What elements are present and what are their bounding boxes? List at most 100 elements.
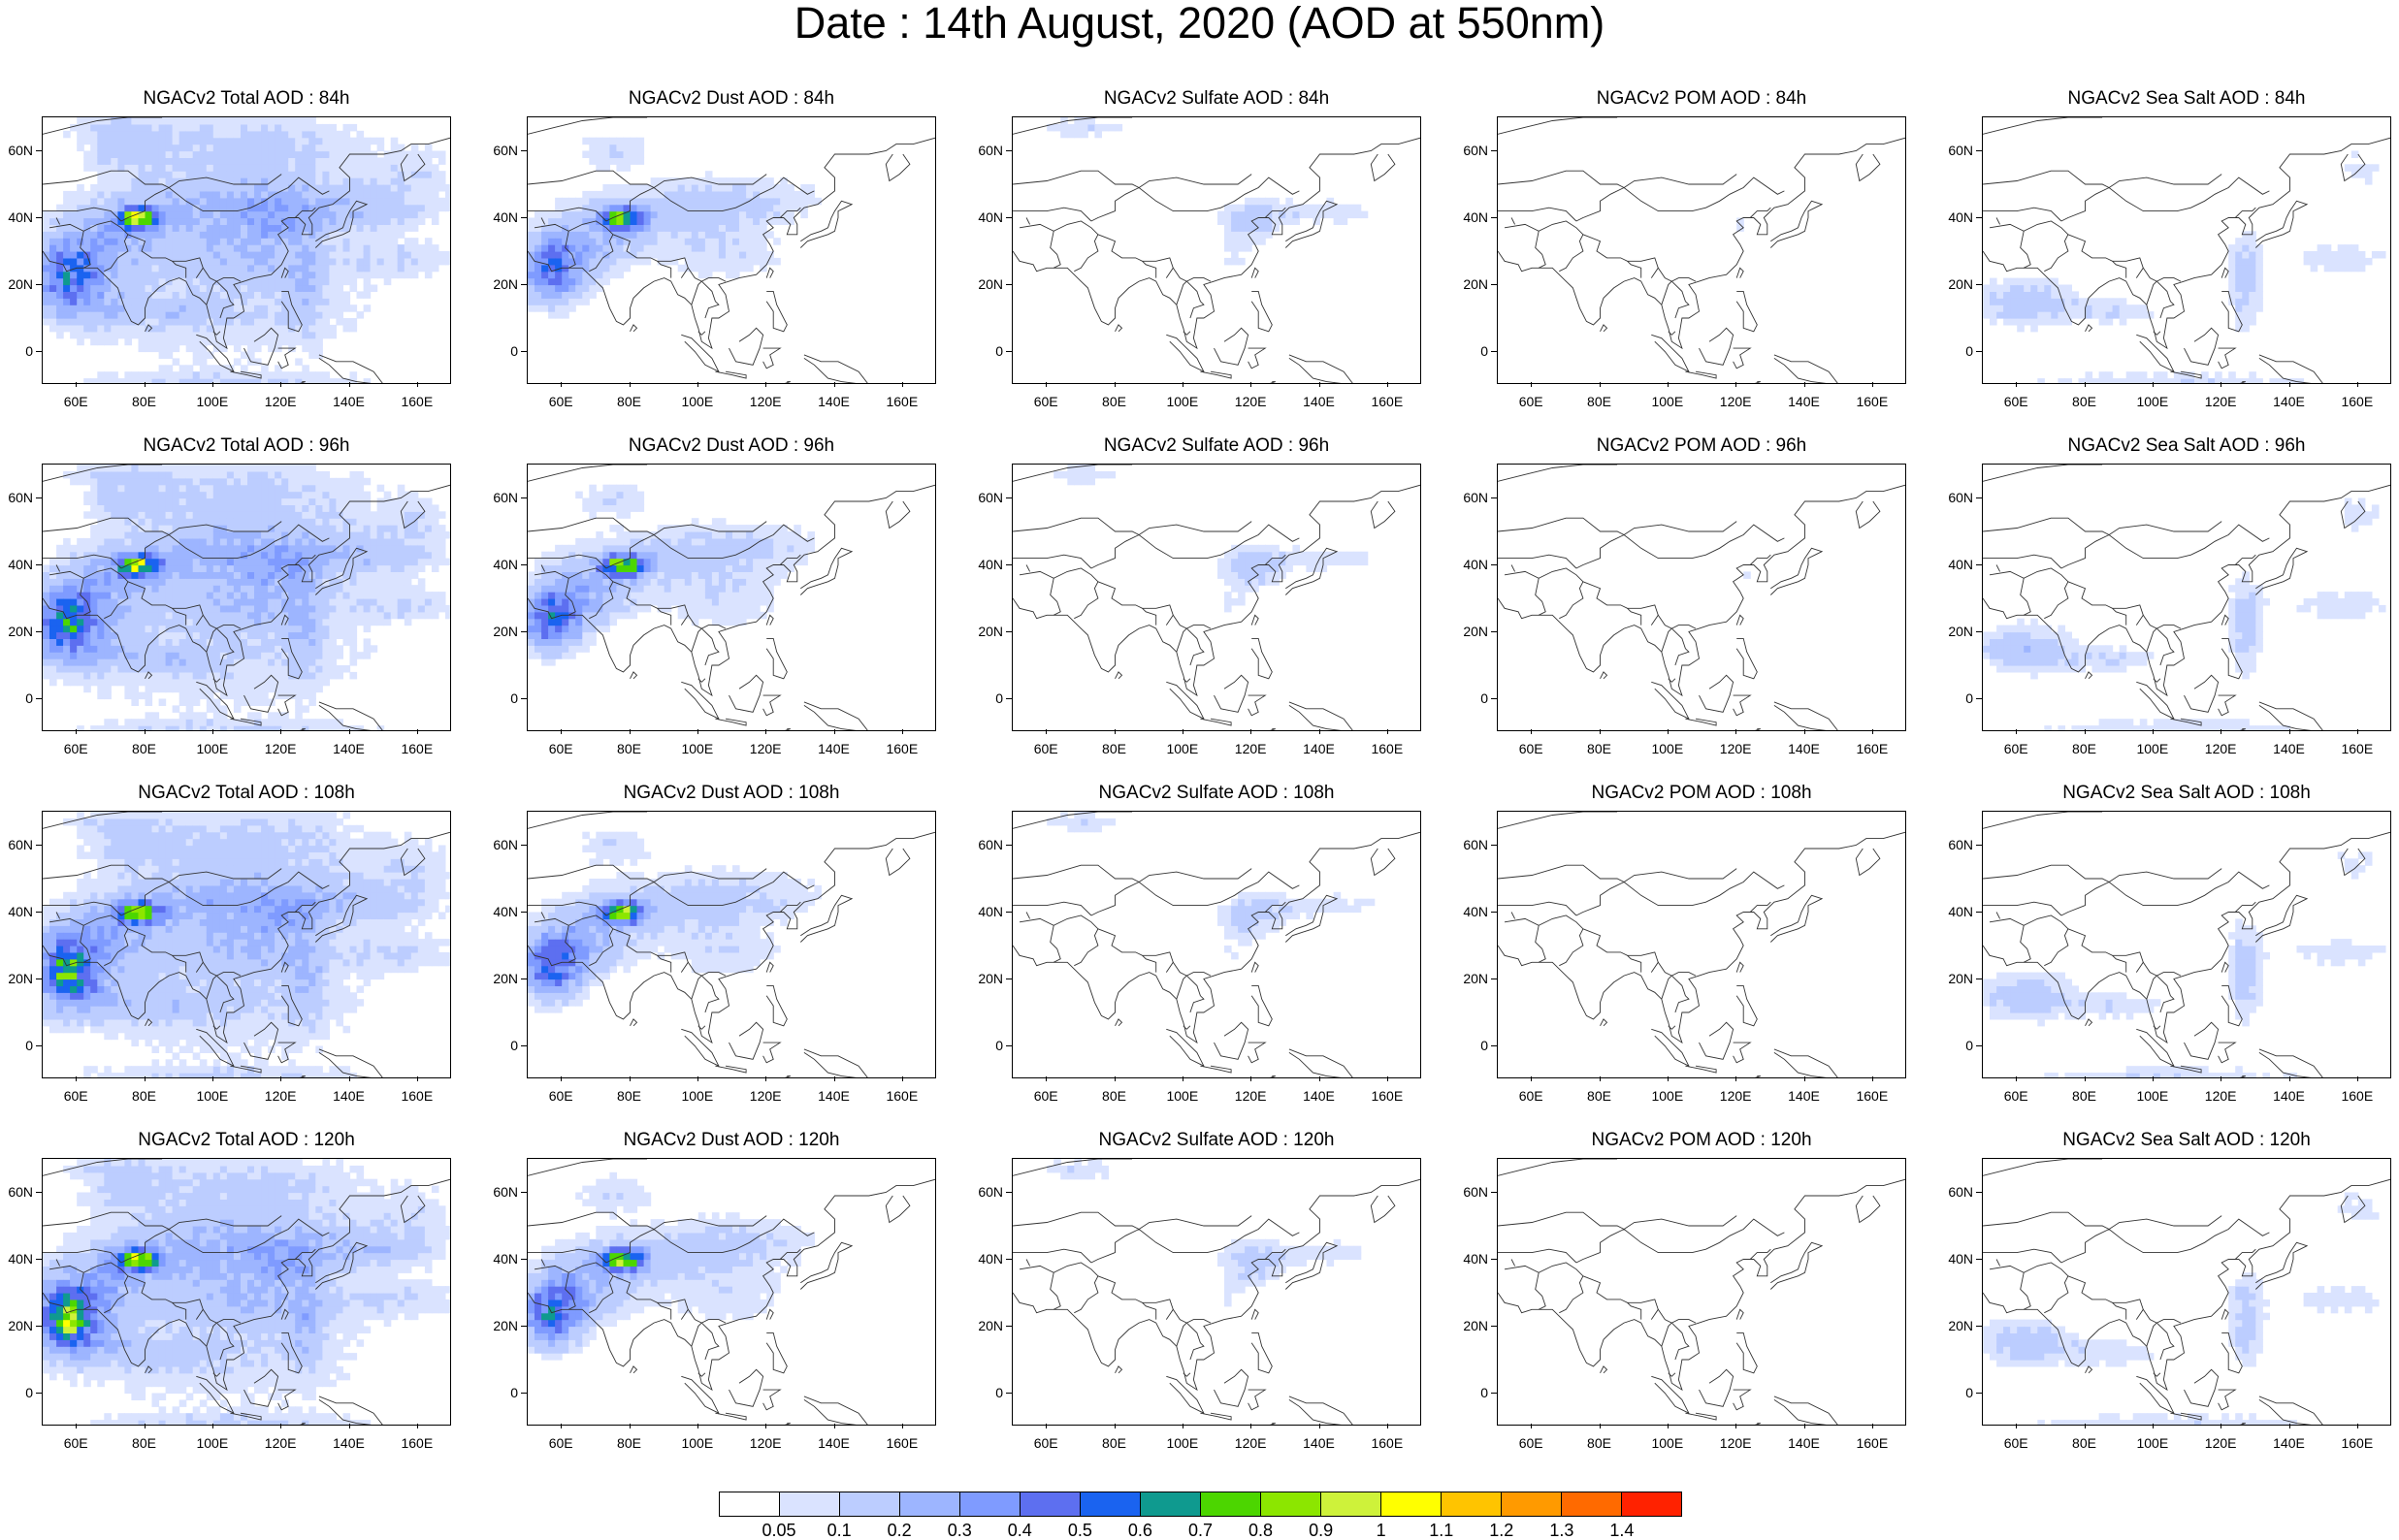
aod-cell [206,324,214,333]
aod-cell [1996,284,2004,292]
aod-cell [760,204,767,212]
aod-cell [178,331,187,339]
aod-cell [424,551,433,560]
aod-cell [281,171,289,178]
aod-cell [178,645,187,653]
aod-cell [165,652,174,659]
aod-cell [349,284,358,292]
aod-cell [308,518,316,526]
aod-cell [199,217,208,225]
aod-cell [212,284,221,292]
aod-cell [376,551,385,560]
aod-cell [281,137,289,145]
aod-cell [131,544,139,553]
aod-cell [268,318,276,326]
aod-cell [329,604,337,613]
aod-cell [302,638,309,646]
aod-cell [261,177,269,185]
aod-cell [677,190,686,199]
aod-cell [241,618,248,626]
aod-cell [111,324,118,333]
aod-cell [383,544,392,553]
aod-cell [178,238,187,245]
aod-cell [390,604,399,613]
aod-cell [97,571,105,579]
aod-cell [390,244,399,252]
aod-cell [555,231,563,239]
aod-cell [424,518,433,526]
aod-cell [336,625,343,633]
aod-cell [397,551,405,560]
aod-cell [199,671,208,680]
aod-cell [308,652,316,659]
aod-cell [49,604,57,613]
aod-cell [336,277,343,286]
aod-cell [104,311,112,319]
aod-cell [589,144,597,152]
aod-cell [111,251,118,259]
aod-cell [124,564,132,572]
aod-cell [212,698,221,706]
aod-cell [192,337,201,346]
aod-cell [315,665,323,673]
aod-cell [363,378,372,383]
aod-cell [295,685,303,693]
aod-cell [254,157,262,165]
aod-cell [56,298,64,305]
aod-cell [111,311,118,319]
aod-cell [684,238,693,245]
aod-cell [1094,130,1102,139]
aod-cell [630,144,638,152]
aod-cell [397,585,405,593]
aod-cell [342,511,351,519]
lat-tick [36,350,42,352]
aod-cell [138,305,146,312]
aod-cell [1231,210,1239,219]
aod-cell [2194,378,2202,383]
aod-cell [165,598,174,606]
coastline [1269,381,1276,383]
aod-cell [233,217,242,225]
aod-cell [438,177,446,185]
aod-cell [219,484,228,493]
aod-cell [410,611,419,620]
aod-cell [596,190,603,199]
aod-cell [199,277,208,286]
coastline [1013,137,1420,350]
aod-cell [281,251,289,259]
aod-cell [390,251,399,259]
aod-cell [760,238,767,245]
aod-cell [363,598,372,606]
aod-cell [397,264,405,273]
aod-cell [1060,123,1068,132]
aod-cell [397,177,405,185]
aod-cell [254,331,262,339]
aod-cell [131,691,139,700]
aod-cell [247,558,255,566]
aod-cell [104,585,112,593]
aod-cell [548,645,556,653]
aod-cell [151,298,160,305]
aod-cell [178,251,187,259]
aod-cell [247,251,255,259]
aod-cell [417,585,426,593]
aod-cell [281,665,289,673]
aod-cell [2323,244,2332,252]
aod-cell [2235,305,2243,312]
aod-cell [241,645,248,653]
aod-cell [111,504,118,512]
aod-cell [397,190,405,199]
aod-cell [56,671,64,680]
coastline [1983,207,2062,222]
aod-cell [233,277,242,286]
aod-cell [117,652,125,659]
aod-cell [363,251,372,259]
aod-cell [535,631,542,639]
aod-cell [254,585,262,593]
aod-cell [336,578,343,586]
aod-cell [643,204,652,212]
aod-cell [356,477,365,486]
aod-cell [349,645,358,653]
aod-cell [254,497,262,505]
aod-cell [233,358,242,366]
